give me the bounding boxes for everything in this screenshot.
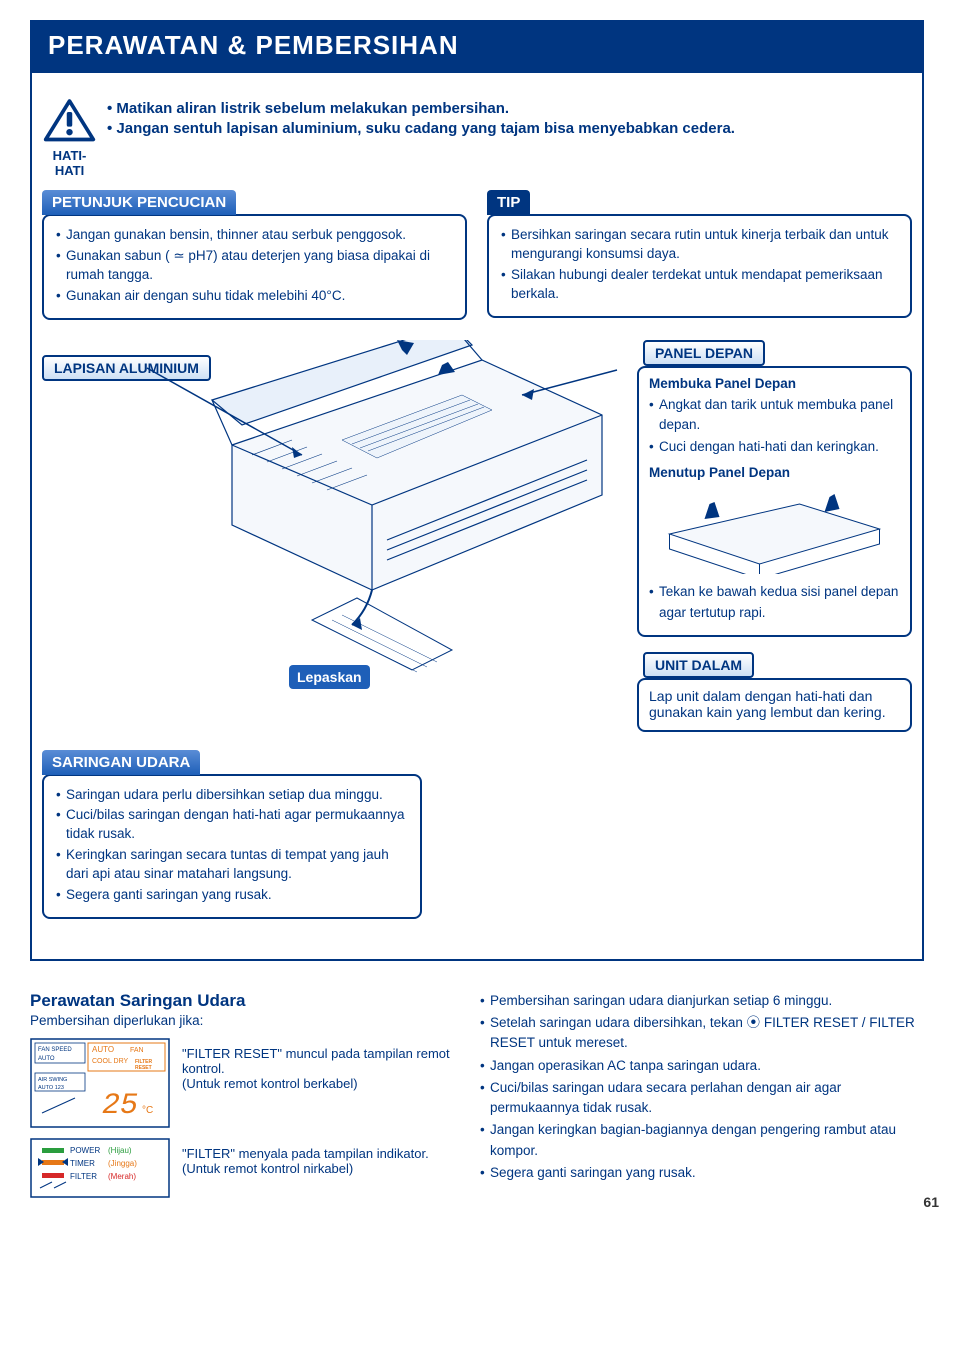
open-panel-item: Angkat dan tarik untuk membuka panel dep… <box>649 395 900 436</box>
tip-item: Silakan hubungi dealer terdekat untuk me… <box>501 266 898 304</box>
svg-text:RESET: RESET <box>135 1065 152 1071</box>
svg-text:AUTO 123: AUTO 123 <box>38 1085 64 1091</box>
lepaskan-label: Lepaskan <box>289 665 370 689</box>
unit-dalam-box: Lap unit dalam dengan hati-hati dan guna… <box>637 678 912 732</box>
remote1-line1: "FILTER RESET" muncul pada tampilan remo… <box>182 1046 460 1076</box>
caution-block: HATI-HATI • Matikan aliran listrik sebel… <box>42 99 912 178</box>
svg-text:FAN: FAN <box>130 1047 144 1054</box>
panel-depan-box: Membuka Panel Depan Angkat dan tarik unt… <box>637 366 912 637</box>
close-panel-text: Tekan ke bawah kedua sisi panel depan ag… <box>649 582 900 623</box>
panel-depan-label: PANEL DEPAN <box>643 340 765 366</box>
saringan-item: Keringkan saringan secara tuntas di temp… <box>56 846 408 884</box>
perawatan-subtitle: Pembersihan diperlukan jika: <box>30 1013 460 1028</box>
close-panel-diagram <box>649 489 900 574</box>
unit-dalam-label: UNIT DALAM <box>643 652 754 678</box>
svg-text:(Jingga): (Jingga) <box>108 1159 137 1168</box>
svg-text:(Hijau): (Hijau) <box>108 1146 132 1155</box>
petunjuk-header: PETUNJUK PENCUCIAN <box>42 190 236 215</box>
perawatan-right-item: Cuci/bilas saringan udara secara perlaha… <box>480 1078 924 1119</box>
perawatan-right-item: Segera ganti saringan yang rusak. <box>480 1163 924 1183</box>
unit-dalam-text: Lap unit dalam dengan hati-hati dan guna… <box>649 688 900 720</box>
caution-label: HATI-HATI <box>42 148 97 178</box>
svg-text:FAN SPEED: FAN SPEED <box>38 1047 72 1053</box>
diagram-area: LAPISAN ALUMINIUM <box>42 340 912 770</box>
caution-line-1: • Matikan aliran listrik sebelum melakuk… <box>107 99 735 119</box>
saringan-item: Cuci/bilas saringan dengan hati-hati aga… <box>56 806 408 844</box>
perawatan-right-item: Jangan operasikan AC tanpa saringan udar… <box>480 1056 924 1076</box>
perawatan-title: Perawatan Saringan Udara <box>30 991 460 1011</box>
saringan-item: Segera ganti saringan yang rusak. <box>56 886 408 905</box>
perawatan-right-item: Jangan keringkan bagian-bagiannya dengan… <box>480 1120 924 1161</box>
petunjuk-item: Gunakan air dengan suhu tidak melebihi 4… <box>56 287 453 306</box>
indicator-display: POWER (Hijau) TIMER (Jingga) FILTER (Mer… <box>30 1138 170 1198</box>
remote-wired-display: FAN SPEED AUTO AUTO FAN COOL DRY FILTER … <box>30 1038 170 1128</box>
svg-text:TIMER: TIMER <box>70 1159 95 1168</box>
petunjuk-item: Gunakan sabun ( ≃ pH7) atau deterjen yan… <box>56 247 453 285</box>
petunjuk-item: Jangan gunakan bensin, thinner atau serb… <box>56 226 453 245</box>
remote2-line2: (Untuk remot kontrol nirkabel) <box>182 1161 429 1176</box>
svg-text:(Merah): (Merah) <box>108 1172 136 1181</box>
main-title: PERAWATAN & PEMBERSIHAN <box>30 20 924 71</box>
remote2-line1: "FILTER" menyala pada tampilan indikator… <box>182 1146 429 1161</box>
svg-text:AIR SWING: AIR SWING <box>38 1077 67 1083</box>
perawatan-right-item: Pembersihan saringan udara dianjurkan se… <box>480 991 924 1011</box>
saringan-item: Saringan udara perlu dibersihkan setiap … <box>56 786 408 805</box>
svg-text:FILTER: FILTER <box>70 1172 97 1181</box>
caution-line-2: • Jangan sentuh lapisan aluminium, suku … <box>107 119 735 139</box>
remote1-line2: (Untuk remot kontrol berkabel) <box>182 1076 460 1091</box>
petunjuk-box: Jangan gunakan bensin, thinner atau serb… <box>42 214 467 320</box>
saringan-header: SARINGAN UDARA <box>42 750 200 775</box>
ac-unit-diagram <box>142 340 632 710</box>
saringan-box: Saringan udara perlu dibersihkan setiap … <box>42 774 422 919</box>
svg-text:COOL DRY: COOL DRY <box>92 1058 129 1065</box>
tip-box: Bersihkan saringan secara rutin untuk ki… <box>487 214 912 318</box>
perawatan-right-item: Setelah saringan udara dibersihkan, teka… <box>480 1013 924 1054</box>
tip-item: Bersihkan saringan secara rutin untuk ki… <box>501 226 898 264</box>
warning-icon <box>42 99 97 147</box>
tip-header: TIP <box>487 190 530 215</box>
close-panel-title: Menutup Panel Depan <box>649 465 900 480</box>
svg-text:°C: °C <box>142 1105 153 1116</box>
svg-text:AUTO: AUTO <box>92 1045 114 1054</box>
svg-text:POWER: POWER <box>70 1146 100 1155</box>
svg-text:25: 25 <box>102 1089 138 1123</box>
page-number: 61 <box>923 1194 939 1210</box>
open-panel-title: Membuka Panel Depan <box>649 376 900 391</box>
svg-text:AUTO: AUTO <box>38 1056 55 1062</box>
open-panel-item: Cuci dengan hati-hati dan keringkan. <box>649 437 900 457</box>
